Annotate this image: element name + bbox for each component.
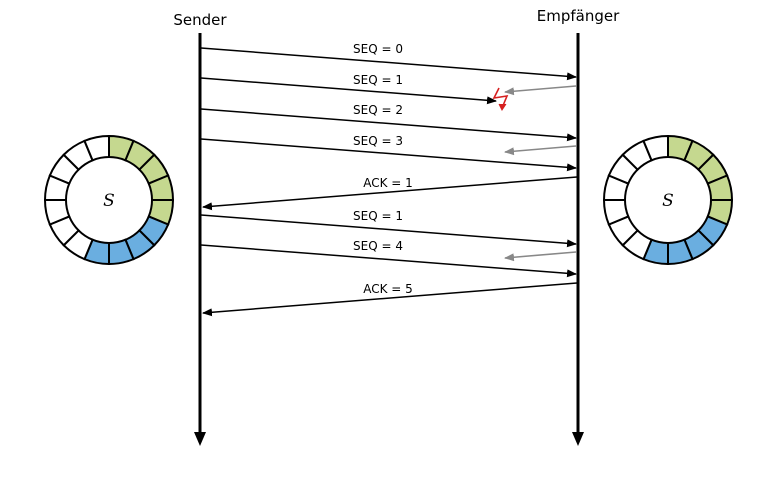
message-ack-5: ACK = 5 — [202, 282, 578, 317]
message-seq-3: SEQ = 3 — [200, 134, 577, 172]
lost-message-icon — [492, 87, 509, 109]
sender-buffer-ring — [43, 134, 175, 266]
message-seq-1-retransmit: SEQ = 1 — [200, 209, 577, 248]
message-label: SEQ = 4 — [353, 239, 403, 253]
receiver-label: Empfänger — [537, 7, 620, 25]
sender-label: Sender — [173, 11, 227, 29]
receiver-buffer-label: S — [662, 191, 674, 211]
buffer-segment-empty — [642, 134, 669, 162]
message-seq-2: SEQ = 2 — [200, 103, 577, 142]
feedback-arrow — [504, 145, 577, 156]
feedback-arrow — [504, 85, 577, 96]
message-label: SEQ = 0 — [353, 42, 403, 56]
buffer-segment-empty — [83, 134, 110, 162]
message-label: SEQ = 3 — [353, 134, 403, 148]
message-label: ACK = 1 — [363, 176, 413, 190]
feedback-arrow — [504, 251, 577, 262]
sender-lifeline — [194, 33, 206, 446]
message-seq-0: SEQ = 0 — [200, 42, 577, 81]
sender-buffer-label: S — [103, 191, 115, 211]
message-label: SEQ = 2 — [353, 103, 403, 117]
message-seq-4: SEQ = 4 — [200, 239, 577, 278]
message-seq-1-lost: SEQ = 1 — [200, 73, 509, 111]
message-label: SEQ = 1 — [353, 209, 403, 223]
receiver-lifeline — [572, 33, 584, 446]
message-ack-1: ACK = 1 — [202, 176, 578, 211]
receiver-buffer-ring — [602, 134, 734, 266]
message-label: ACK = 5 — [363, 282, 413, 296]
message-label: SEQ = 1 — [353, 73, 403, 87]
